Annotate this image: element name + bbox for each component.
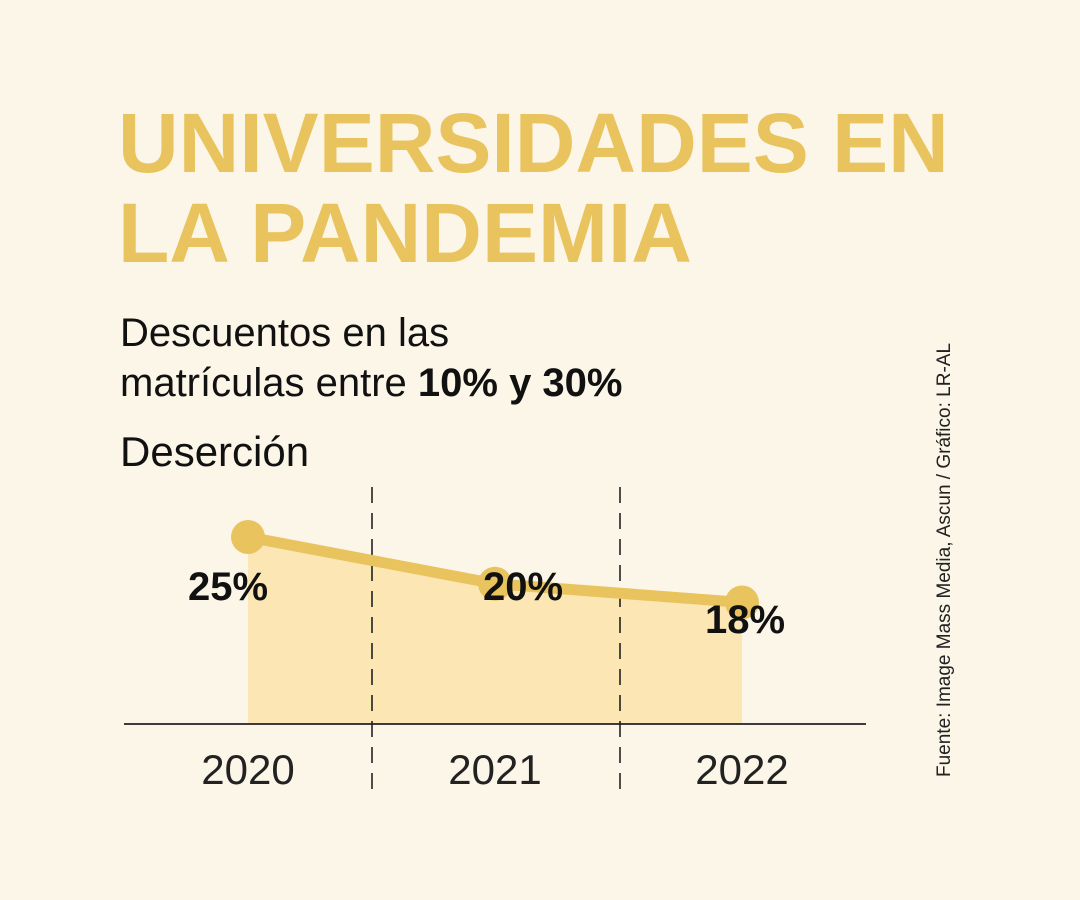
title-line-1: UNIVERSIDADES EN: [118, 96, 949, 190]
data-label-2020: 25%: [188, 565, 268, 609]
chart-title: UNIVERSIDADES EN LA PANDEMIA: [118, 98, 949, 278]
subtitle-highlight: 10% y 30%: [417, 361, 623, 405]
subtitle-line-1: Descuentos en las: [120, 311, 450, 355]
data-point-2020: [231, 520, 265, 554]
data-label-2022: 18%: [705, 598, 785, 642]
series-title: Deserción: [120, 428, 310, 475]
subtitle-line-2-text: matrículas entre: [120, 361, 418, 405]
subtitle: Descuentos en las matrículas entre 10% y…: [120, 308, 622, 408]
title-line-2: LA PANDEMIA: [118, 186, 692, 280]
x-tick-label-2021: 2021: [448, 746, 541, 793]
x-tick-label-2022: 2022: [695, 746, 788, 793]
subtitle-line-2: matrículas entre 10% y 30%: [120, 358, 622, 408]
data-point-2022: [725, 585, 759, 620]
x-tick-label-2020: 2020: [201, 746, 294, 793]
data-point-2021: [478, 566, 512, 601]
data-label-2021: 20%: [483, 565, 563, 609]
